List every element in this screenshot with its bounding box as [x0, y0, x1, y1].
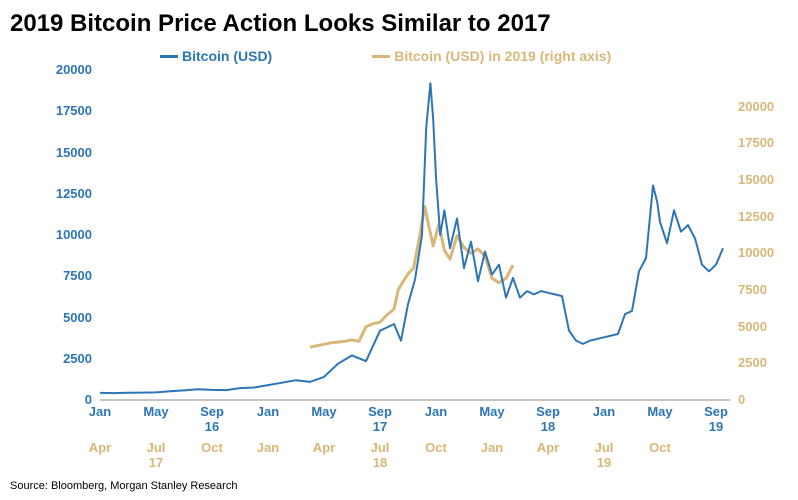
x-primary-tick: May — [143, 404, 168, 419]
x-primary-tick: Sep — [368, 404, 392, 419]
chart-title: 2019 Bitcoin Price Action Looks Similar … — [10, 10, 551, 38]
x-secondary-tick: Jan — [481, 440, 503, 455]
x-primary-tick: May — [479, 404, 504, 419]
line-series2 — [310, 206, 513, 347]
x-primary-tick: Sep — [704, 404, 728, 419]
x-secondary-tick: Oct — [649, 440, 671, 455]
y-right-tick: 7500 — [738, 282, 788, 297]
y-left-tick: 2500 — [42, 351, 92, 366]
x-secondary-year: 19 — [597, 455, 611, 470]
y-left-tick: 10000 — [42, 227, 92, 242]
y-left-tick: 12500 — [42, 186, 92, 201]
y-right-tick: 2500 — [738, 355, 788, 370]
chart-area: 0250050007500100001250015000175002000002… — [100, 50, 730, 430]
x-primary-year: 16 — [205, 419, 219, 434]
y-left-tick: 0 — [42, 392, 92, 407]
x-secondary-tick: Oct — [425, 440, 447, 455]
y-right-tick: 15000 — [738, 172, 788, 187]
y-left-tick: 15000 — [42, 145, 92, 160]
y-left-tick: 17500 — [42, 103, 92, 118]
y-right-tick: 17500 — [738, 135, 788, 150]
x-secondary-tick: Jul — [147, 440, 166, 455]
x-secondary-tick: Oct — [201, 440, 223, 455]
source-text: Source: Bloomberg, Morgan Stanley Resear… — [10, 480, 237, 492]
x-primary-tick: Sep — [536, 404, 560, 419]
x-secondary-tick: Jul — [595, 440, 614, 455]
y-right-tick: 0 — [738, 392, 788, 407]
x-secondary-tick: Apr — [313, 440, 335, 455]
y-right-tick: 5000 — [738, 319, 788, 334]
x-primary-tick: May — [647, 404, 672, 419]
x-primary-year: 19 — [709, 419, 723, 434]
y-left-tick: 20000 — [42, 62, 92, 77]
x-secondary-tick: Apr — [537, 440, 559, 455]
y-right-tick: 20000 — [738, 99, 788, 114]
x-primary-tick: May — [311, 404, 336, 419]
y-left-tick: 7500 — [42, 268, 92, 283]
x-primary-year: 17 — [373, 419, 387, 434]
x-secondary-year: 18 — [373, 455, 387, 470]
y-right-tick: 12500 — [738, 209, 788, 224]
x-secondary-tick: Jan — [257, 440, 279, 455]
x-primary-tick: Jan — [593, 404, 615, 419]
x-secondary-tick: Apr — [89, 440, 111, 455]
x-primary-year: 18 — [541, 419, 555, 434]
x-secondary-year: 17 — [149, 455, 163, 470]
x-secondary-tick: Jul — [371, 440, 390, 455]
line-series1 — [100, 83, 723, 393]
x-primary-tick: Jan — [257, 404, 279, 419]
x-primary-tick: Jan — [425, 404, 447, 419]
plot-svg — [100, 50, 730, 402]
x-primary-tick: Sep — [200, 404, 224, 419]
x-primary-tick: Jan — [89, 404, 111, 419]
y-right-tick: 10000 — [738, 245, 788, 260]
y-left-tick: 5000 — [42, 310, 92, 325]
